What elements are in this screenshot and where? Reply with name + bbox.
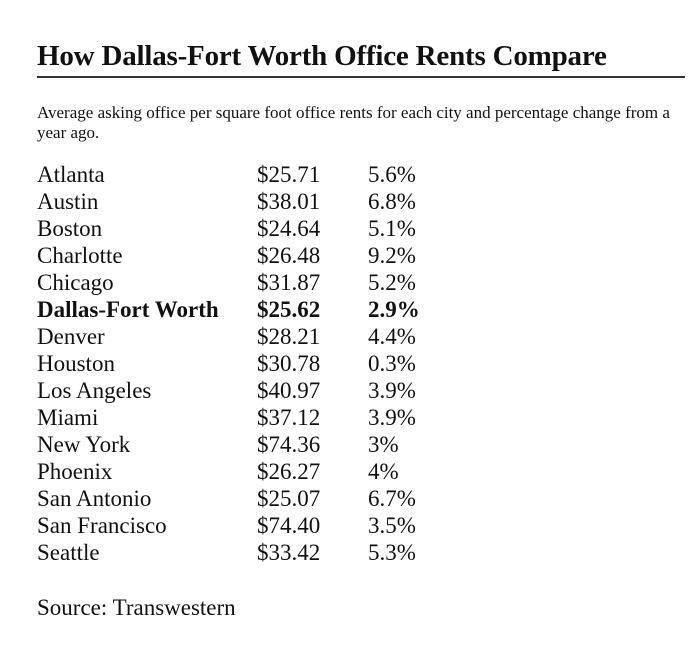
- change-cell: 5.1%: [368, 216, 416, 241]
- change-cell: 4.4%: [368, 324, 416, 349]
- rent-cell: $30.78: [257, 351, 321, 376]
- city-cell: Dallas-Fort Worth: [37, 297, 219, 322]
- rent-cell: $26.48: [257, 243, 321, 268]
- rent-cell: $37.12: [257, 405, 321, 430]
- rent-cell: $24.64: [257, 216, 321, 241]
- change-cell: 5.6%: [368, 162, 416, 187]
- city-cell: Atlanta: [37, 162, 105, 187]
- city-cell: New York: [37, 432, 131, 457]
- rent-cell: $28.21: [257, 324, 321, 349]
- city-cell: Boston: [37, 216, 103, 241]
- change-cell: 6.7%: [368, 486, 416, 511]
- rent-cell: $74.36: [257, 432, 321, 457]
- rent-cell: $25.71: [257, 162, 321, 187]
- city-cell: Seattle: [37, 540, 100, 565]
- rent-cell: $33.42: [257, 540, 321, 565]
- city-cell: Los Angeles: [37, 378, 152, 403]
- city-cell: San Antonio: [37, 486, 152, 511]
- change-cell: 5.3%: [368, 540, 416, 565]
- change-cell: 9.2%: [368, 243, 416, 268]
- city-cell: Austin: [37, 189, 99, 214]
- city-cell: San Francisco: [37, 513, 167, 538]
- city-cell: Phoenix: [37, 459, 113, 484]
- city-cell: Miami: [37, 405, 99, 430]
- page-title: How Dallas-Fort Worth Office Rents Compa…: [37, 40, 607, 72]
- change-cell: 4%: [368, 459, 399, 484]
- city-cell: Denver: [37, 324, 105, 349]
- rent-cell: $26.27: [257, 459, 321, 484]
- change-cell: 6.8%: [368, 189, 416, 214]
- title-underline: [37, 76, 685, 78]
- change-cell: 0.3%: [368, 351, 416, 376]
- change-cell: 2.9%: [368, 297, 420, 322]
- rent-cell: $40.97: [257, 378, 321, 403]
- rent-cell: $38.01: [257, 189, 321, 214]
- rent-cell: $25.62: [257, 297, 321, 322]
- change-cell: 3.9%: [368, 378, 416, 403]
- city-cell: Houston: [37, 351, 115, 376]
- change-cell: 3.5%: [368, 513, 416, 538]
- city-cell: Charlotte: [37, 243, 123, 268]
- change-cell: 3.9%: [368, 405, 416, 430]
- change-cell: 3%: [368, 432, 399, 457]
- source-note: Source: Transwestern: [37, 595, 236, 620]
- city-cell: Chicago: [37, 270, 114, 295]
- subtitle: Average asking office per square foot of…: [37, 103, 670, 142]
- rent-cell: $74.40: [257, 513, 321, 538]
- change-cell: 5.2%: [368, 270, 416, 295]
- rent-cell: $31.87: [257, 270, 321, 295]
- rent-cell: $25.07: [257, 486, 321, 511]
